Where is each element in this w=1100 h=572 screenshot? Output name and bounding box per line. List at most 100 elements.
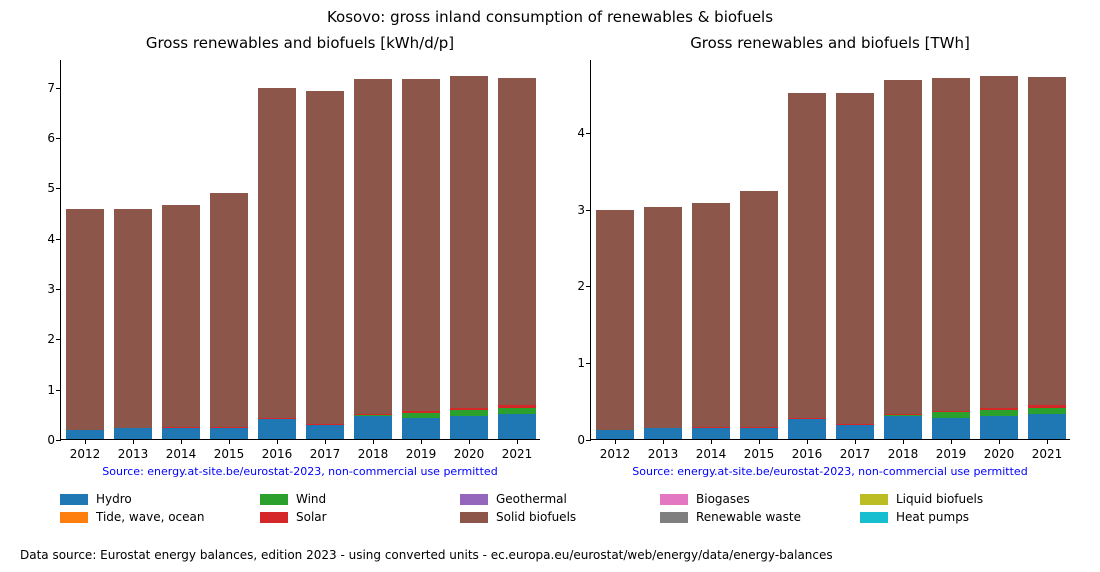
xtick-label: 2019 bbox=[406, 447, 437, 461]
bar-segment-hydro bbox=[596, 430, 634, 439]
legend-swatch bbox=[260, 494, 288, 505]
bar-segment-solar bbox=[1028, 405, 1066, 407]
figure: Kosovo: gross inland consumption of rene… bbox=[0, 0, 1100, 572]
bar-segment-wind bbox=[1028, 408, 1066, 414]
legend-label: Wind bbox=[296, 492, 326, 506]
bar-segment-wind bbox=[884, 415, 922, 416]
bar-segment-solid_biofuels bbox=[354, 79, 392, 415]
bar-segment-hydro bbox=[258, 419, 296, 439]
legend-label: Solid biofuels bbox=[496, 510, 576, 524]
bar-segment-hydro bbox=[66, 430, 104, 439]
legend-label: Heat pumps bbox=[896, 510, 969, 524]
xtick-line bbox=[663, 439, 664, 444]
axis-title-right: Gross renewables and biofuels [TWh] bbox=[590, 34, 1070, 52]
legend-swatch bbox=[660, 494, 688, 505]
bar-segment-hydro bbox=[354, 416, 392, 439]
bar-segment-hydro bbox=[692, 428, 730, 440]
ytick-label: 4 bbox=[29, 232, 55, 246]
ytick-line bbox=[586, 286, 591, 287]
legend-label: Tide, wave, ocean bbox=[96, 510, 205, 524]
xtick-line bbox=[711, 439, 712, 444]
legend-label: Solar bbox=[296, 510, 327, 524]
source-text-left: Source: energy.at-site.be/eurostat-2023,… bbox=[60, 465, 540, 478]
xtick-line bbox=[181, 439, 182, 444]
xtick-label: 2018 bbox=[358, 447, 389, 461]
bar-segment-hydro bbox=[932, 418, 970, 439]
bar-segment-hydro bbox=[644, 428, 682, 439]
footer-text: Data source: Eurostat energy balances, e… bbox=[20, 548, 833, 562]
bar-segment-solid_biofuels bbox=[258, 88, 296, 418]
bar-segment-solid_biofuels bbox=[932, 78, 970, 410]
bar-segment-solid_biofuels bbox=[1028, 77, 1066, 406]
xtick-label: 2014 bbox=[166, 447, 197, 461]
source-text-right: Source: energy.at-site.be/eurostat-2023,… bbox=[590, 465, 1070, 478]
ytick-label: 3 bbox=[559, 203, 585, 217]
bar-segment-solar bbox=[306, 424, 344, 425]
bar-segment-hydro bbox=[498, 414, 536, 439]
bar-segment-wind bbox=[450, 410, 488, 416]
xtick-line bbox=[421, 439, 422, 444]
bar-segment-solid_biofuels bbox=[884, 80, 922, 414]
legend-swatch bbox=[660, 512, 688, 523]
bar-segment-hydro bbox=[114, 428, 152, 439]
legend-label: Renewable waste bbox=[696, 510, 801, 524]
legend-label: Biogases bbox=[696, 492, 750, 506]
legend-item-biogases: Biogases bbox=[660, 490, 860, 508]
ytick-line bbox=[586, 440, 591, 441]
legend-swatch bbox=[460, 512, 488, 523]
xtick-label: 2012 bbox=[600, 447, 631, 461]
bar-segment-solid_biofuels bbox=[836, 93, 874, 425]
bar-segment-solid_biofuels bbox=[450, 76, 488, 408]
xtick-label: 2021 bbox=[1032, 447, 1063, 461]
legend-item-tide: Tide, wave, ocean bbox=[60, 508, 260, 526]
legend-item-geothermal: Geothermal bbox=[460, 490, 660, 508]
legend-swatch bbox=[60, 512, 88, 523]
bar-segment-hydro bbox=[740, 428, 778, 440]
xtick-label: 2015 bbox=[214, 447, 245, 461]
bar-segment-hydro bbox=[162, 428, 200, 439]
bar-segment-solid_biofuels bbox=[644, 207, 682, 428]
xtick-label: 2018 bbox=[888, 447, 919, 461]
bar-segment-hydro bbox=[884, 416, 922, 439]
xtick-line bbox=[855, 439, 856, 444]
bar-segment-hydro bbox=[402, 418, 440, 439]
subplot-left: Gross renewables and biofuels [kWh/d/p] … bbox=[60, 60, 540, 440]
bar-segment-solar bbox=[836, 424, 874, 425]
bar-segment-solar bbox=[788, 418, 826, 419]
ytick-label: 0 bbox=[29, 433, 55, 447]
ytick-line bbox=[56, 339, 61, 340]
legend-label: Geothermal bbox=[496, 492, 567, 506]
bar-segment-hydro bbox=[836, 425, 874, 439]
ytick-label: 2 bbox=[559, 279, 585, 293]
bar-segment-wind bbox=[498, 408, 536, 414]
ytick-label: 0 bbox=[559, 433, 585, 447]
ytick-label: 3 bbox=[29, 282, 55, 296]
xtick-label: 2017 bbox=[840, 447, 871, 461]
subplot-right: Gross renewables and biofuels [TWh] 0123… bbox=[590, 60, 1070, 440]
ytick-line bbox=[586, 363, 591, 364]
bar-segment-solid_biofuels bbox=[402, 79, 440, 411]
ytick-label: 6 bbox=[29, 131, 55, 145]
ytick-line bbox=[56, 289, 61, 290]
legend-swatch bbox=[460, 494, 488, 505]
xtick-line bbox=[759, 439, 760, 444]
ytick-label: 2 bbox=[29, 332, 55, 346]
legend-label: Liquid biofuels bbox=[896, 492, 983, 506]
bar-segment-solid_biofuels bbox=[210, 193, 248, 427]
bar-segment-hydro bbox=[450, 416, 488, 439]
bar-segment-solid_biofuels bbox=[692, 203, 730, 427]
bar-segment-solar bbox=[402, 411, 440, 413]
bar-segment-solar bbox=[498, 405, 536, 408]
bar-segment-solar bbox=[980, 408, 1018, 410]
xtick-label: 2020 bbox=[454, 447, 485, 461]
xtick-label: 2014 bbox=[696, 447, 727, 461]
xtick-line bbox=[85, 439, 86, 444]
legend-swatch bbox=[860, 512, 888, 523]
bar-segment-solar bbox=[932, 411, 970, 413]
ytick-line bbox=[56, 88, 61, 89]
bar-segment-solid_biofuels bbox=[162, 205, 200, 427]
ytick-label: 1 bbox=[29, 383, 55, 397]
legend-swatch bbox=[860, 494, 888, 505]
bar-segment-solid_biofuels bbox=[498, 78, 536, 405]
xtick-line bbox=[615, 439, 616, 444]
